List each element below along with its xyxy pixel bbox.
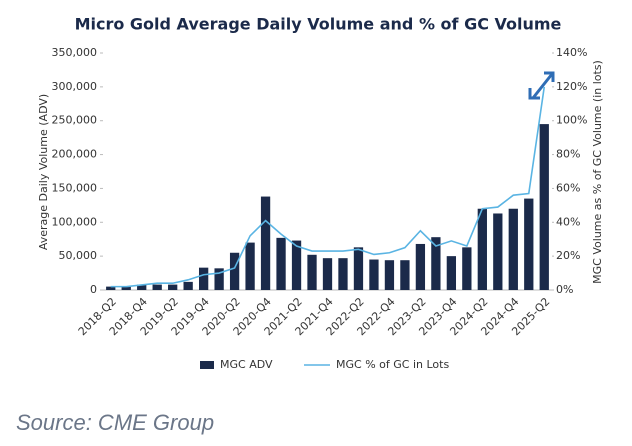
y-tick-label: 150,000 xyxy=(52,181,98,194)
y2-tick-label: 80% xyxy=(556,148,580,161)
y2-tick-label: 100% xyxy=(556,114,587,127)
bar xyxy=(198,267,209,290)
bar xyxy=(106,286,116,290)
bar xyxy=(508,208,518,290)
bar xyxy=(524,198,534,290)
y-tick-label: 100,000 xyxy=(52,215,98,228)
source: Source: CME Group xyxy=(16,410,214,435)
bar xyxy=(493,213,503,290)
bar xyxy=(462,247,472,290)
y2-tick-label: 120% xyxy=(556,80,587,93)
y-tick-label: 250,000 xyxy=(52,114,98,127)
y2-axis-label: MGC Volume as % of GC Volume (in lots) xyxy=(591,60,604,284)
line xyxy=(110,86,546,288)
chart-title: Micro Gold Average Daily Volume and % of… xyxy=(75,15,562,34)
bar xyxy=(276,237,286,290)
bar xyxy=(415,243,426,290)
bar xyxy=(400,260,410,290)
y2-tick-label: 60% xyxy=(556,181,580,194)
expand-icon xyxy=(528,71,555,100)
bar xyxy=(168,284,178,290)
bar xyxy=(322,258,333,290)
bar xyxy=(539,124,549,290)
y-tick-label: 50,000 xyxy=(59,249,98,262)
bar xyxy=(183,281,193,290)
bar xyxy=(214,268,224,290)
bar xyxy=(260,196,271,290)
bar xyxy=(446,256,457,290)
y-tick-label: 350,000 xyxy=(52,46,98,59)
legend-label: MGC % of GC in Lots xyxy=(336,358,449,371)
y-tick-label: 200,000 xyxy=(52,148,98,161)
bar xyxy=(353,247,364,290)
bar xyxy=(137,284,147,290)
bar xyxy=(369,259,379,290)
bar xyxy=(384,260,395,290)
y2-tick-label: 0% xyxy=(556,283,573,296)
legend-label: MGC ADV xyxy=(220,358,273,371)
y-tick-label: 300,000 xyxy=(52,80,98,93)
y2-tick-label: 140% xyxy=(556,46,587,59)
bar xyxy=(229,252,240,290)
bar xyxy=(338,258,348,290)
y2-tick-label: 20% xyxy=(556,249,580,262)
y2-tick-label: 40% xyxy=(556,215,580,228)
legend-swatch xyxy=(200,361,214,369)
bar xyxy=(121,286,131,290)
bar xyxy=(291,240,302,290)
bar xyxy=(431,237,441,290)
bar xyxy=(307,254,317,290)
y-tick-label: 0 xyxy=(90,283,97,296)
y-axis-label: Average Daily Volume (ADV) xyxy=(37,94,50,250)
bar xyxy=(152,284,162,290)
bar xyxy=(245,242,255,290)
bar xyxy=(477,208,487,290)
